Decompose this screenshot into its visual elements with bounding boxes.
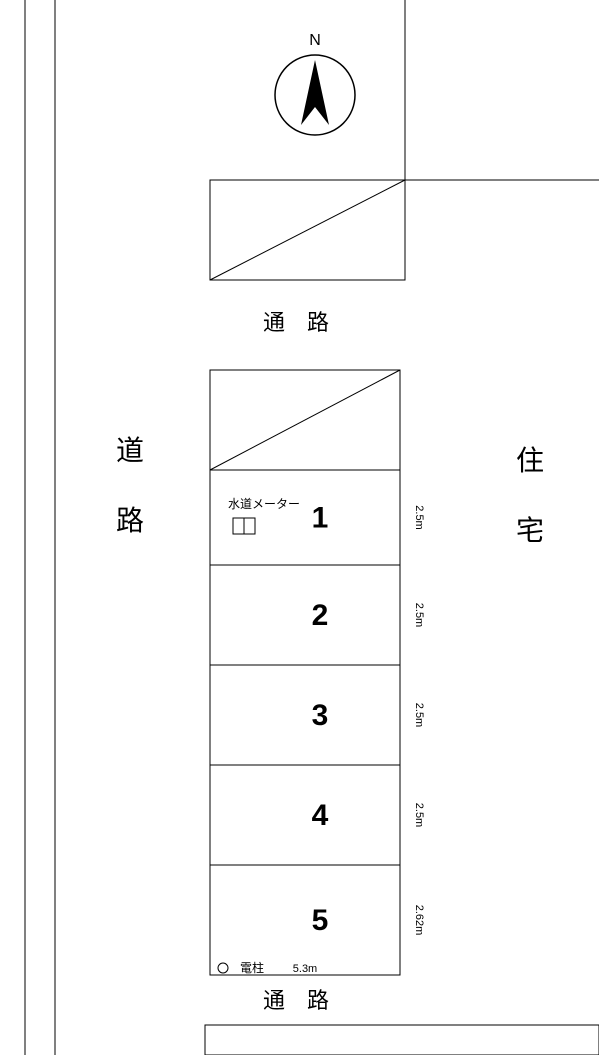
- plot-dimension: 2.5m: [413, 803, 425, 827]
- bottom-dimension: 5.3m: [293, 963, 317, 975]
- plot-dimension: 2.5m: [413, 603, 425, 627]
- plot-dimension: 2.5m: [413, 505, 425, 529]
- path-bottom-label: 通 路: [263, 988, 337, 1013]
- left-label-1: 道: [116, 435, 144, 466]
- plot-number: 4: [312, 799, 329, 832]
- plot-number: 1: [312, 501, 329, 534]
- plot-dimension: 2.62m: [413, 905, 425, 936]
- right-label-2: 宅: [516, 515, 544, 546]
- plot-number: 2: [312, 599, 329, 632]
- plot-number: 3: [312, 699, 329, 732]
- canvas-bg: [0, 0, 599, 1055]
- path-top-label: 通 路: [263, 310, 337, 335]
- pole-label: 電柱: [240, 960, 264, 975]
- left-label-2: 路: [116, 505, 144, 536]
- plot-dimension: 2.5m: [413, 703, 425, 727]
- plot-number: 5: [312, 904, 329, 937]
- water-meter-label: 水道メーター: [228, 497, 300, 511]
- right-label-1: 住: [516, 445, 544, 476]
- compass-label: N: [309, 32, 321, 49]
